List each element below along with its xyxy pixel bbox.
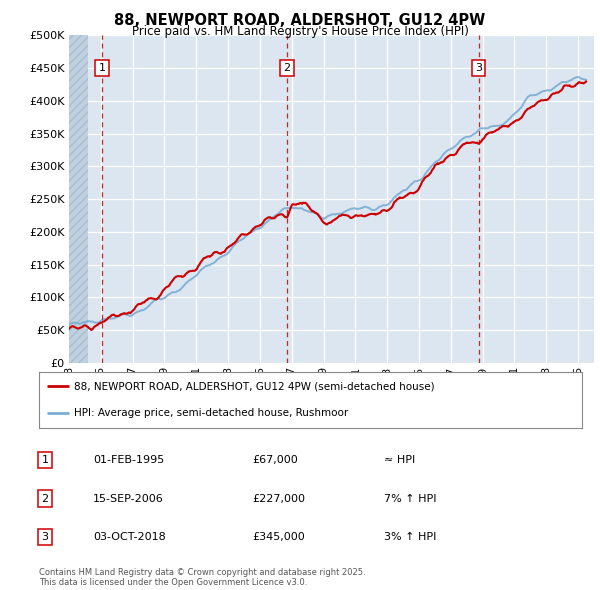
Text: £227,000: £227,000 [252,494,305,503]
Text: £67,000: £67,000 [252,455,298,465]
Text: Price paid vs. HM Land Registry's House Price Index (HPI): Price paid vs. HM Land Registry's House … [131,25,469,38]
Text: 01-FEB-1995: 01-FEB-1995 [93,455,164,465]
Text: ≈ HPI: ≈ HPI [384,455,415,465]
Text: 7% ↑ HPI: 7% ↑ HPI [384,494,437,503]
Text: HPI: Average price, semi-detached house, Rushmoor: HPI: Average price, semi-detached house,… [74,408,349,418]
Text: 88, NEWPORT ROAD, ALDERSHOT, GU12 4PW: 88, NEWPORT ROAD, ALDERSHOT, GU12 4PW [115,13,485,28]
Text: 15-SEP-2006: 15-SEP-2006 [93,494,164,503]
Text: 1: 1 [41,455,49,465]
Text: 2: 2 [41,494,49,503]
Text: 3% ↑ HPI: 3% ↑ HPI [384,532,436,542]
Text: 1: 1 [98,63,106,73]
Text: 3: 3 [41,532,49,542]
Text: 88, NEWPORT ROAD, ALDERSHOT, GU12 4PW (semi-detached house): 88, NEWPORT ROAD, ALDERSHOT, GU12 4PW (s… [74,381,435,391]
Text: 03-OCT-2018: 03-OCT-2018 [93,532,166,542]
Text: 2: 2 [284,63,290,73]
Bar [69,35,88,363]
Text: £345,000: £345,000 [252,532,305,542]
Text: 3: 3 [475,63,482,73]
Text: Contains HM Land Registry data © Crown copyright and database right 2025.
This d: Contains HM Land Registry data © Crown c… [39,568,365,587]
